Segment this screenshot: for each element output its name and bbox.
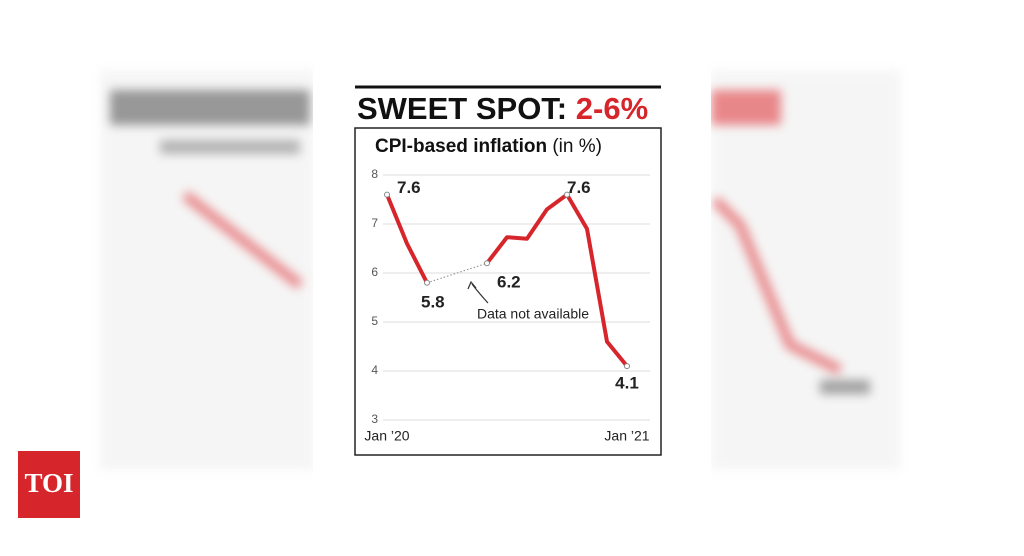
subtitle-unit: (in %) <box>552 136 602 157</box>
gap-bridge <box>426 262 488 284</box>
plot: 3 4 5 6 7 8 Jan ’20 Jan ’21 7.6 5.8 6.2 7.6 4.1 Data … <box>364 167 650 444</box>
bg-line <box>181 191 304 289</box>
y-tick-label: 6 <box>371 265 378 279</box>
bg-label <box>820 380 870 394</box>
bg-line <box>711 196 843 375</box>
point <box>384 191 390 198</box>
chart-title: SWEET SPOT: 2-6% <box>357 91 648 126</box>
bg-subtitle <box>160 140 300 154</box>
y-tick-label: 7 <box>371 216 378 230</box>
point <box>424 279 430 286</box>
subtitle-text: CPI-based inflation <box>375 136 547 157</box>
y-tick-label: 4 <box>371 363 378 377</box>
chart-subtitle: CPI-based inflation (in %) <box>375 136 602 157</box>
chart-frame <box>354 127 662 456</box>
annotation: Data not available <box>477 306 589 322</box>
point <box>624 363 630 370</box>
annotation-arrowhead <box>467 280 477 290</box>
x-tick-label: Jan ’20 <box>364 428 409 444</box>
y-tick-label: 8 <box>371 167 378 181</box>
data-label: 7.6 <box>397 178 421 197</box>
card <box>313 68 711 476</box>
y-tick-label: 3 <box>371 412 378 426</box>
title-text: SWEET SPOT: <box>357 91 567 126</box>
data-label: 4.1 <box>615 374 639 393</box>
bg-title <box>110 90 310 125</box>
y-tick-label: 5 <box>371 314 378 328</box>
blurred-background <box>100 70 901 470</box>
line <box>385 192 629 368</box>
logo-box <box>18 451 80 518</box>
logo: TOI <box>24 468 73 498</box>
data-label: 6.2 <box>497 273 521 292</box>
data-label: 5.8 <box>421 292 445 311</box>
bg-title <box>711 90 781 125</box>
bg-panel <box>711 70 901 470</box>
point <box>564 191 570 198</box>
x-tick-label: Jan ’21 <box>604 428 649 444</box>
data-label: 7.6 <box>567 178 591 197</box>
title-highlight: 2-6% <box>576 91 648 126</box>
point <box>484 260 490 267</box>
